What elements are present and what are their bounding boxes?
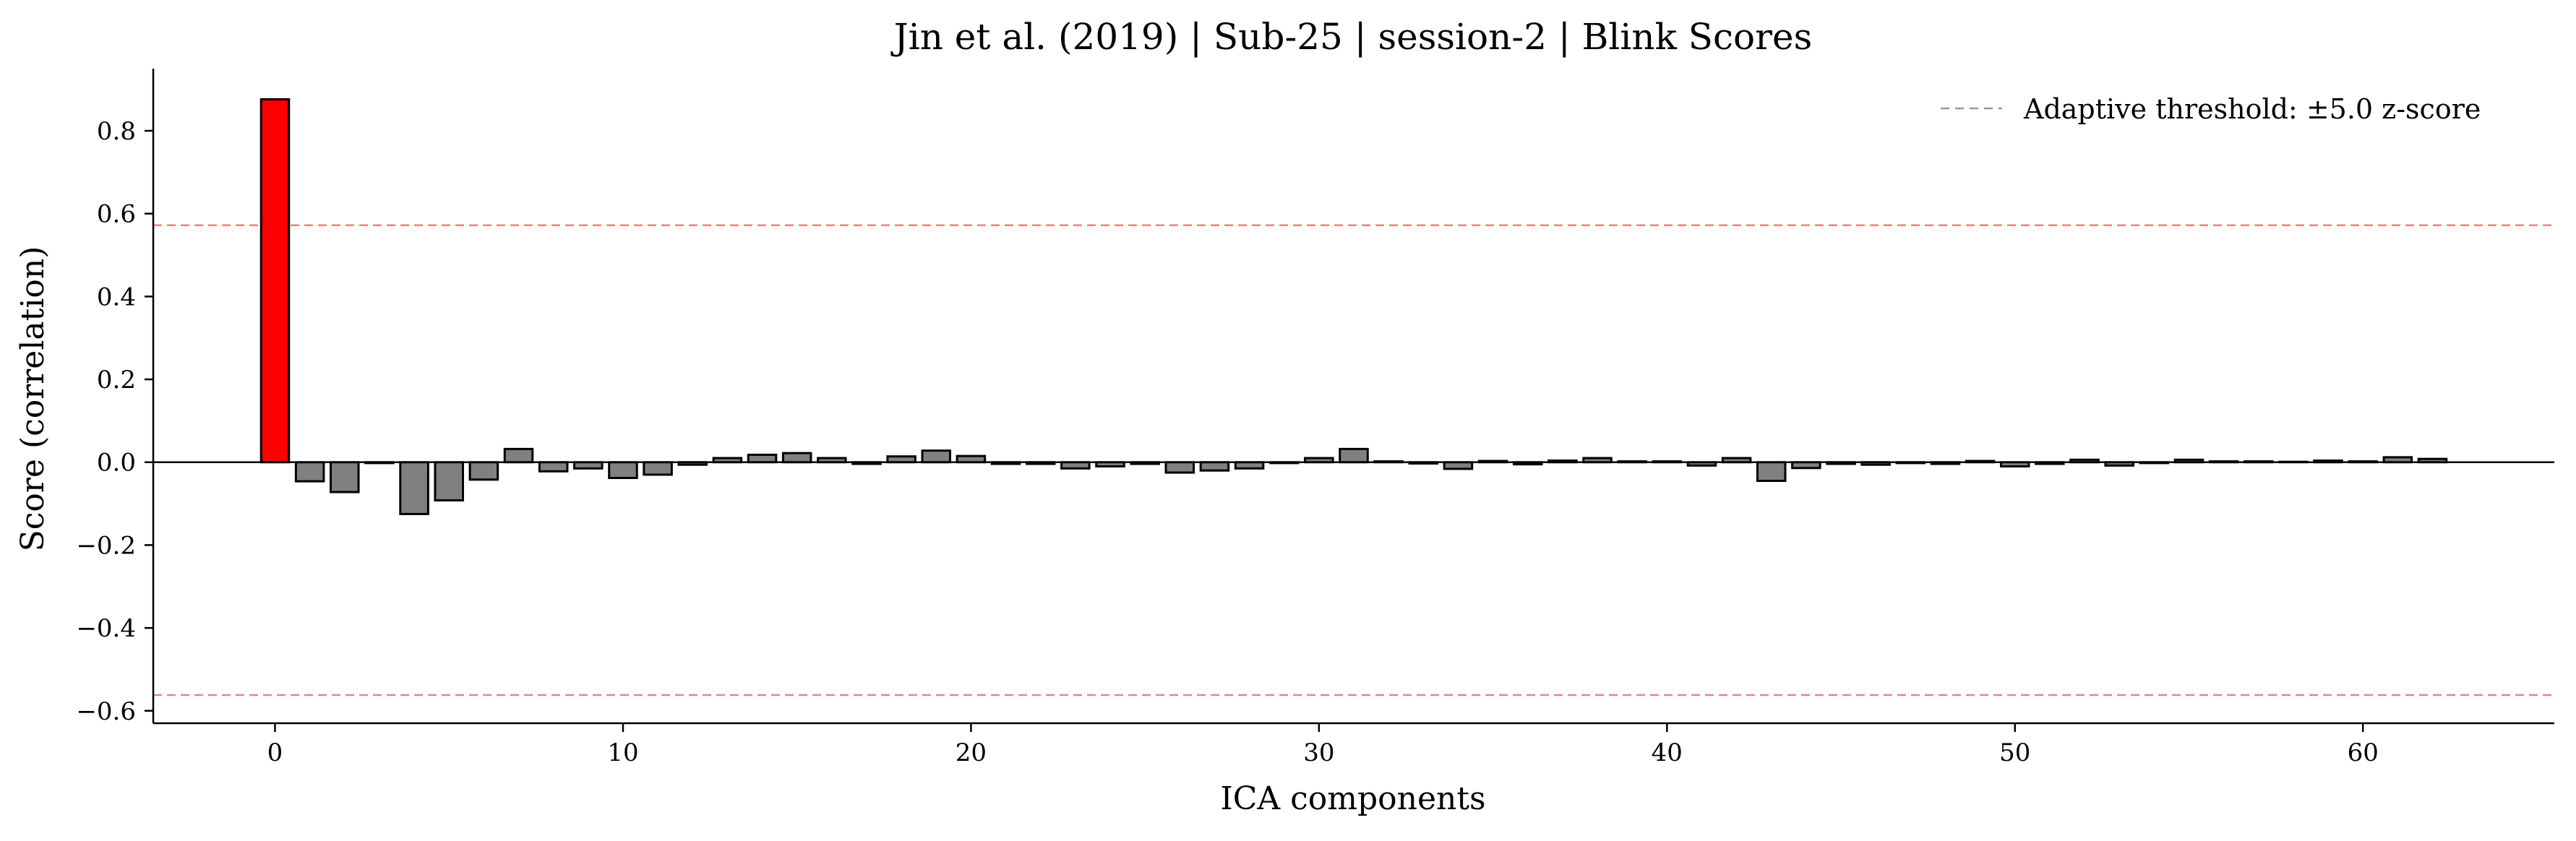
bar-component-6 — [468, 461, 499, 481]
bar-component-15 — [781, 452, 812, 464]
x-tick-label: 30 — [1303, 738, 1334, 767]
bar-component-7 — [503, 447, 534, 464]
y-tick-label: 0.4 — [97, 283, 136, 311]
bar-component-5 — [434, 461, 464, 502]
bar-component-20 — [956, 454, 987, 464]
x-tick-label: 50 — [1999, 738, 2030, 767]
bar-component-31 — [1339, 447, 1369, 464]
x-tick-label: 40 — [1652, 738, 1683, 767]
x-tick-label: 20 — [956, 738, 987, 767]
x-tick-label: 10 — [607, 738, 638, 767]
y-tick-label: 0.2 — [97, 366, 136, 394]
y-tick-label: 0.0 — [97, 449, 136, 478]
x-tick-label: 0 — [267, 738, 283, 767]
x-axis-label: ICA components — [1220, 780, 1485, 817]
bars — [153, 98, 2554, 515]
bar-component-19 — [921, 449, 952, 464]
y-axis-label: Score (correlation) — [14, 246, 51, 552]
bar-component-34 — [1443, 461, 1474, 470]
axes: 0 10 20 30 40 50 60 −0.6 −0.4 −0.2 0.0 0.2 0.4 0.6 0.8 — [76, 69, 2554, 767]
bar-component-2 — [330, 461, 360, 493]
legend: Adaptive threshold: ±5.0 z-score — [1941, 93, 2481, 125]
bar-component-23 — [1060, 461, 1091, 470]
y-tick-label: −0.6 — [76, 697, 136, 726]
bar-component-10 — [608, 461, 638, 480]
bar-component-9 — [573, 461, 604, 470]
threshold-lines — [153, 224, 2554, 696]
y-tick-label: 0.8 — [97, 117, 136, 146]
x-tick-label: 60 — [2348, 738, 2379, 767]
bar-component-0 — [259, 98, 291, 464]
bar-component-43 — [1756, 461, 1787, 483]
y-tick-label: 0.6 — [97, 200, 136, 229]
bar-component-4 — [399, 461, 429, 515]
bar-component-14 — [747, 453, 778, 464]
legend-label-threshold: Adaptive threshold: ±5.0 z-score — [2023, 93, 2481, 125]
bar-component-1 — [294, 461, 325, 483]
bar-component-8 — [538, 461, 569, 473]
bar-component-11 — [643, 461, 673, 476]
y-tick-label: −0.4 — [76, 614, 136, 643]
bar-component-28 — [1234, 461, 1265, 470]
y-tick-label: −0.2 — [76, 531, 136, 560]
bar-component-27 — [1199, 461, 1230, 472]
bar-component-26 — [1164, 461, 1195, 474]
chart-title: Jin et al. (2019) | Sub-25 | session-2 |… — [890, 16, 1813, 58]
